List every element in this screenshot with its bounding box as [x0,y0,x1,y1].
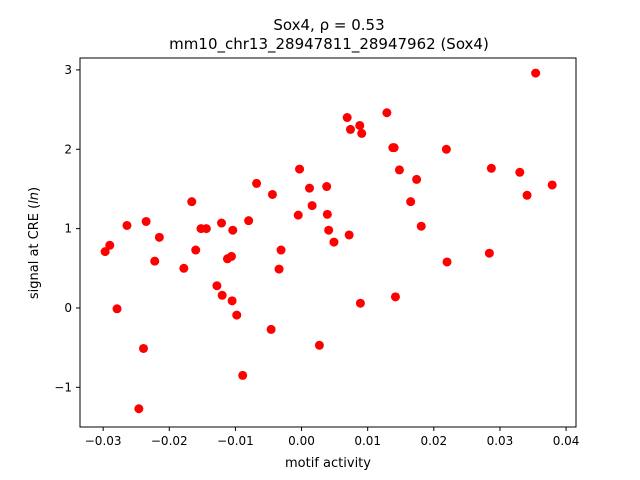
x-tick-label: 0.02 [420,434,447,448]
data-point [138,343,148,353]
data-point [342,113,352,123]
x-axis: −0.03 −0.02 −0.01 0.00 0.01 0.02 0.03 0.04 [85,427,580,448]
y-tick-label: 1 [64,222,72,236]
data-point [154,232,164,242]
y-axis: −1 0 1 2 3 [54,63,80,394]
x-tick-label: −0.03 [85,434,122,448]
x-tick-label: 0.03 [487,434,514,448]
data-point [382,108,392,118]
data-point [100,247,110,257]
data-points [100,68,557,414]
data-point [238,370,248,380]
data-point [226,251,236,261]
data-point [412,174,422,184]
data-point [522,190,532,200]
data-point [276,245,286,255]
data-point [355,298,365,308]
y-tick-label: 3 [64,63,72,77]
data-point [212,281,222,291]
data-point [232,310,242,320]
y-tick-label: 2 [64,142,72,156]
data-point [416,221,426,231]
data-point [217,218,227,228]
x-tick-label: 0.00 [288,434,315,448]
data-point [307,201,317,211]
data-point [515,167,525,177]
data-point [357,128,367,138]
data-point [486,163,496,173]
data-point [217,290,227,300]
data-point [267,189,277,199]
data-point [329,237,339,247]
y-tick-label: −1 [54,380,72,394]
data-point [345,124,355,134]
data-point [406,197,416,207]
data-point [547,180,557,190]
data-point [304,183,314,193]
chart-title-line-1: Sox4, ρ = 0.53 [273,16,384,34]
data-point [227,296,237,306]
x-tick-label: −0.02 [151,434,188,448]
data-point [228,225,238,235]
data-point [266,324,276,334]
data-point [442,257,452,267]
data-point [112,304,122,314]
chart-title-line-2: mm10_chr13_28947811_28947962 (Sox4) [169,35,489,54]
y-tick-label: 0 [64,301,72,315]
data-point [531,68,541,78]
data-point [322,209,332,219]
data-point [244,216,254,226]
x-tick-label: 0.04 [553,434,580,448]
data-point [187,197,197,207]
x-tick-label: 0.01 [354,434,381,448]
x-tick-label: −0.01 [217,434,254,448]
plot-area-frame [79,57,577,428]
data-point [390,292,400,302]
data-point [201,224,211,234]
data-point [355,120,365,130]
x-axis-label: motif activity [285,456,371,471]
data-point [389,143,399,153]
data-point [122,220,132,230]
data-point [141,216,151,226]
data-point [179,263,189,273]
data-point [344,230,354,240]
data-point [324,225,334,235]
data-point [274,264,284,274]
data-point [394,165,404,175]
data-point [105,240,115,250]
data-point [484,248,494,258]
data-point [134,404,144,414]
y-axis-label: signal at CRE (ln) [27,187,42,299]
data-point [322,182,332,192]
data-point [441,144,451,154]
data-point [150,256,160,266]
data-point [191,245,201,255]
data-point [314,340,324,350]
data-point [295,164,305,174]
data-point [293,210,303,220]
data-point [252,178,262,188]
